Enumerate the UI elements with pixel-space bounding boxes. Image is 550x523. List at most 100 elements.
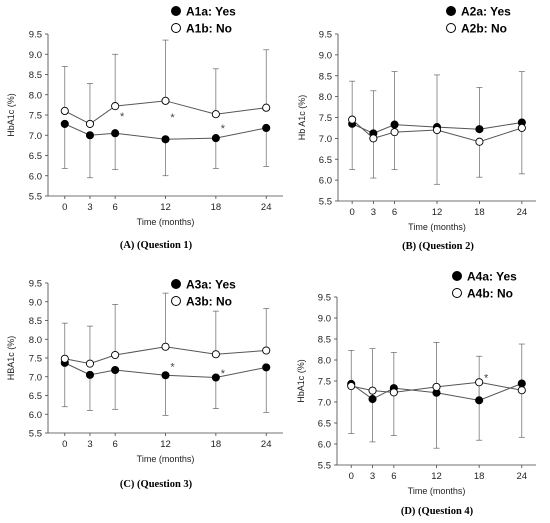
y-tick-label: 7.5 xyxy=(318,377,331,388)
x-axis-title: Time (months) xyxy=(408,486,466,496)
legend-marker xyxy=(452,271,462,281)
legend-label: A4b: No xyxy=(467,287,513,301)
y-tick-label: 8.5 xyxy=(319,71,332,82)
legend-marker xyxy=(446,23,456,33)
y-axis-title: HbA1c (%) xyxy=(6,93,16,137)
y-tick-label: 5.5 xyxy=(29,192,42,203)
data-point xyxy=(161,96,170,105)
y-tick-label: 8.0 xyxy=(318,356,331,367)
legend-label: A3a: Yes xyxy=(186,278,236,292)
x-tick-label: 6 xyxy=(112,439,117,450)
legend-label: A1b: No xyxy=(186,22,232,36)
legend-label: A2b: No xyxy=(461,22,507,36)
y-tick-label: 6.0 xyxy=(29,171,42,182)
y-tick-label: 7.5 xyxy=(29,354,42,365)
y-tick-label: 8.5 xyxy=(29,316,42,327)
x-tick-label: 6 xyxy=(391,471,396,482)
data-point xyxy=(161,135,170,144)
x-tick-label: 6 xyxy=(392,207,397,218)
x-tick-label: 0 xyxy=(349,471,354,482)
data-point xyxy=(262,346,271,355)
panel-caption: (A) (Question 1) xyxy=(120,240,193,251)
y-axis-title: HbA1c (%) xyxy=(296,359,306,403)
data-point xyxy=(390,128,399,137)
y-tick-label: 9.0 xyxy=(319,50,332,61)
x-tick-label: 24 xyxy=(516,471,527,482)
panel-caption: (D) (Question 4) xyxy=(401,506,474,517)
x-axis-title: Time (months) xyxy=(137,217,195,227)
series-line-1 xyxy=(350,383,522,401)
data-point xyxy=(262,103,271,112)
chart-panel-2: 5.5 6.0 6.5 7.0 7.5 8.0 8.5 9.0 9.5 0 3 6 12 18 24 Time… xyxy=(297,5,536,252)
data-point xyxy=(368,386,377,395)
y-tick-label: 5.5 xyxy=(29,429,42,440)
data-point xyxy=(211,373,220,382)
x-axis-title: Time (months) xyxy=(137,454,195,464)
y-tick-label: 8.5 xyxy=(318,335,331,346)
y-tick-label: 9.5 xyxy=(319,30,332,41)
significance-marker: * xyxy=(221,368,226,380)
y-tick-label: 8.0 xyxy=(29,335,42,346)
chart-panel-4: 5.5 6.0 6.5 7.0 7.5 8.0 8.5 9.0 9.5 0 3 6 12 18 24 Time… xyxy=(296,270,536,517)
x-tick-label: 12 xyxy=(160,202,171,213)
data-point xyxy=(475,378,484,387)
x-tick-label: 6 xyxy=(112,202,117,213)
data-point xyxy=(369,134,378,143)
data-point xyxy=(432,382,441,391)
y-tick-label: 9.5 xyxy=(318,293,331,304)
data-point xyxy=(85,370,95,379)
significance-marker: * xyxy=(484,373,489,385)
x-tick-label: 24 xyxy=(517,207,528,218)
x-tick-label: 18 xyxy=(211,439,222,450)
data-point xyxy=(111,365,120,375)
legend-marker xyxy=(171,6,181,16)
data-point xyxy=(60,106,69,115)
x-tick-label: 12 xyxy=(431,471,442,482)
data-point xyxy=(517,379,526,388)
x-tick-label: 24 xyxy=(261,202,272,213)
x-tick-label: 18 xyxy=(474,471,485,482)
y-tick-label: 7.5 xyxy=(319,113,332,124)
y-tick-label: 5.5 xyxy=(318,461,331,472)
data-point xyxy=(111,102,120,111)
data-point xyxy=(347,381,356,391)
data-point xyxy=(262,123,271,133)
y-tick-label: 7.0 xyxy=(319,134,332,145)
x-tick-label: 0 xyxy=(62,439,67,450)
y-tick-label: 6.0 xyxy=(319,176,332,187)
data-point xyxy=(111,129,120,138)
significance-marker: * xyxy=(170,361,175,373)
y-tick-label: 6.5 xyxy=(29,151,42,162)
legend-marker xyxy=(171,279,181,289)
legend-marker xyxy=(171,23,181,33)
y-axis-title: Hb A1c (%) xyxy=(297,95,307,141)
data-point xyxy=(368,395,377,404)
x-axis-title: Time (months) xyxy=(408,222,466,232)
legend-label: A4a: Yes xyxy=(467,270,517,284)
data-point xyxy=(389,388,398,397)
data-point xyxy=(60,119,69,128)
data-point xyxy=(85,119,95,128)
x-tick-label: 0 xyxy=(62,202,67,213)
series-line-2 xyxy=(351,119,523,143)
panel-caption: (C) (Question 3) xyxy=(120,479,193,490)
data-point xyxy=(211,110,220,119)
y-tick-label: 8.0 xyxy=(29,90,42,101)
data-point xyxy=(211,134,220,143)
data-point xyxy=(262,363,271,372)
y-tick-label: 9.5 xyxy=(29,30,42,41)
data-point xyxy=(211,350,220,359)
y-tick-label: 9.5 xyxy=(29,279,42,290)
x-tick-label: 3 xyxy=(371,207,376,218)
significance-marker: * xyxy=(120,111,125,123)
series-line-1 xyxy=(64,123,267,140)
y-tick-label: 8.0 xyxy=(319,92,332,103)
y-tick-label: 6.5 xyxy=(318,419,331,430)
significance-marker: * xyxy=(221,123,226,135)
data-point xyxy=(390,120,399,129)
data-point xyxy=(161,371,170,380)
chart-panel-1: 5.5 6.0 6.5 7.0 7.5 8.0 8.5 9.0 9.5 0 3 6 12 18 24 Time… xyxy=(6,5,283,251)
y-tick-label: 7.0 xyxy=(29,131,42,142)
legend-label: A1a: Yes xyxy=(186,5,236,19)
legend-label: A2a: Yes xyxy=(461,5,511,19)
